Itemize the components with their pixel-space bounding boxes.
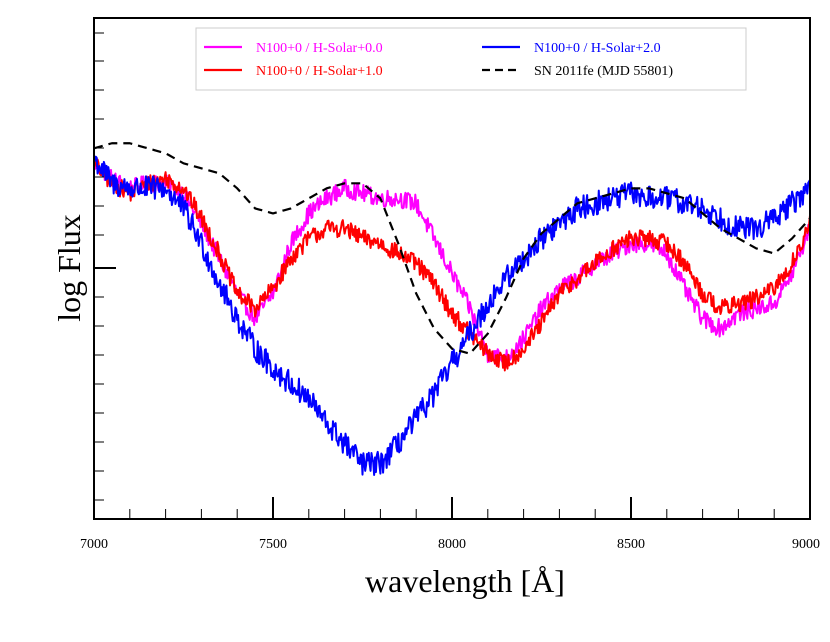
- x-axis-label: wavelength [Å]: [365, 563, 565, 599]
- x-tick-label: 7000: [80, 537, 108, 552]
- x-tick-label: 8000: [438, 537, 466, 552]
- series-line-4: [93, 142, 811, 355]
- legend-box: [195, 27, 747, 91]
- series-layer: [93, 142, 811, 476]
- legend-label-1: N100+0 / H-Solar+0.0: [256, 41, 383, 56]
- legend-label-2: N100+0 / H-Solar+1.0: [256, 64, 383, 79]
- legend-label-3: N100+0 / H-Solar+2.0: [534, 41, 661, 56]
- legend-label-4: SN 2011fe (MJD 55801): [534, 64, 673, 79]
- legend: N100+0 / H-Solar+0.0 N100+0 / H-Solar+1.0…: [195, 27, 747, 91]
- x-tick-label: 7500: [259, 537, 287, 552]
- x-tick-label: 9000: [792, 537, 820, 552]
- y-axis-label: log Flux: [51, 214, 87, 322]
- series-line-1: [93, 159, 811, 367]
- ticks-layer: 7000 7500 8000 8500 9000: [80, 32, 820, 552]
- series-line-3: [93, 155, 811, 476]
- series-line-2: [93, 157, 811, 372]
- x-tick-label: 8500: [617, 537, 645, 552]
